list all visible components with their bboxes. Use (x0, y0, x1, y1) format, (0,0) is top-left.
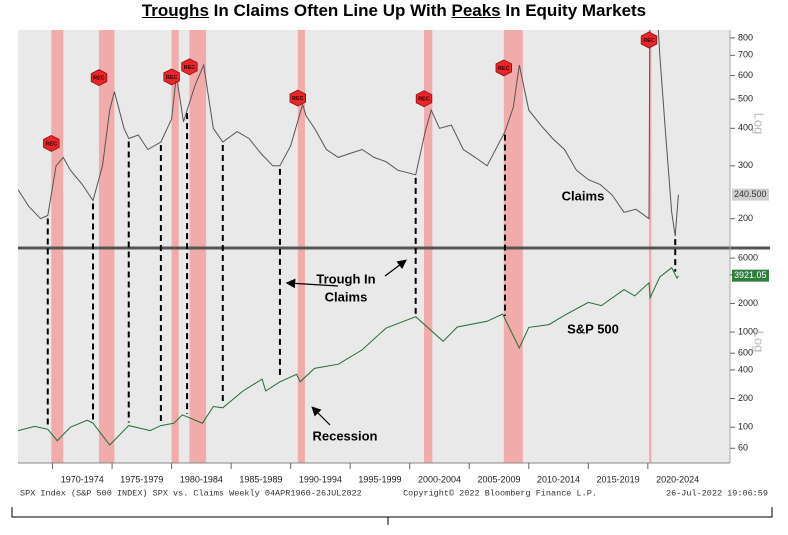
recession-marker-label: REC (46, 141, 58, 147)
y-tick-label: 400 (738, 123, 753, 133)
x-tick-label: 2005-2009 (477, 474, 520, 484)
y-tick-label: 100 (738, 422, 753, 432)
last-value-box (732, 269, 769, 282)
last-value-box (732, 188, 769, 201)
title-part: Peaks (451, 1, 501, 20)
recession-marker (43, 134, 60, 152)
recession-marker (90, 69, 108, 87)
x-tick-label: 1970-1974 (61, 474, 104, 484)
annotation: Claims (325, 289, 368, 304)
x-tick-label: 1980-1984 (180, 474, 223, 484)
recession-marker-label: REC (498, 66, 510, 72)
bracket (11, 507, 773, 525)
data-line (18, 266, 679, 446)
title-part: In Claims Often Line Up With (208, 1, 452, 20)
last-value-label: 240.500 (734, 189, 767, 199)
recession-marker (415, 90, 433, 108)
x-tick-label: 1995-1999 (358, 474, 401, 484)
y-scale-label: Log (752, 331, 767, 353)
recession-marker-label: REC (292, 96, 304, 102)
y-tick-label: 6000 (738, 252, 758, 262)
y-scale-label: Log (752, 113, 767, 135)
recession-marker-label: REC (93, 76, 105, 82)
y-tick-label: 600 (738, 70, 753, 80)
recession-marker (163, 68, 180, 86)
annotation: Trough In (316, 271, 375, 286)
recession-marker-label: REC (184, 65, 196, 71)
x-tick-label: 2020-2024 (656, 474, 699, 484)
x-tick-label: 1985-1989 (239, 474, 282, 484)
footer-text: SPX Index (S&P 500 INDEX) SPX vs. Claims… (20, 488, 362, 498)
x-tick-label: 1990-1994 (299, 474, 342, 484)
y-tick-label: 700 (738, 50, 753, 60)
title-part: Troughs (141, 1, 209, 20)
y-tick-label: 200 (738, 213, 753, 223)
recession-marker (181, 58, 198, 76)
y-tick-label: 200 (738, 393, 753, 403)
recession-marker-label: REC (418, 97, 430, 103)
footer-text: Copyright© 2022 Bloomberg Finance L.P. (403, 488, 597, 498)
data-line (18, 30, 679, 237)
arrow (384, 259, 407, 277)
chart-title: Troughs In Claims Often Line Up With Pea… (0, 0, 788, 22)
recession-marker-label: REC (643, 38, 655, 44)
arrow (285, 278, 339, 289)
y-tick-label: 60 (738, 443, 748, 453)
recession-marker (289, 89, 307, 107)
y-tick-label: 400 (738, 364, 753, 374)
recession-marker (640, 31, 658, 49)
series-label: Claims (562, 188, 605, 203)
x-tick-label: 2000-2004 (418, 474, 461, 484)
last-value-label: 3921.05 (734, 270, 767, 280)
footer-text: 26-Jul-2022 19:06:59 (666, 488, 768, 498)
x-tick-label: 2010-2014 (537, 474, 580, 484)
x-tick-label: 1975-1979 (120, 474, 163, 484)
title-part: In Equity Markets (500, 1, 647, 20)
y-tick-label: 1000 (738, 326, 758, 336)
recession-marker (495, 59, 513, 77)
y-tick-label: 2000 (738, 298, 758, 308)
series-label: S&P 500 (567, 321, 619, 336)
annotation: Recession (312, 428, 377, 443)
y-tick-label: 600 (738, 348, 753, 358)
y-tick-label: 800 (738, 32, 753, 42)
arrow (311, 406, 331, 426)
x-tick-label: 2015-2019 (597, 474, 640, 484)
y-tick-label: 500 (738, 94, 753, 104)
y-tick-label: 300 (738, 160, 753, 170)
recession-marker-label: REC (166, 75, 178, 81)
